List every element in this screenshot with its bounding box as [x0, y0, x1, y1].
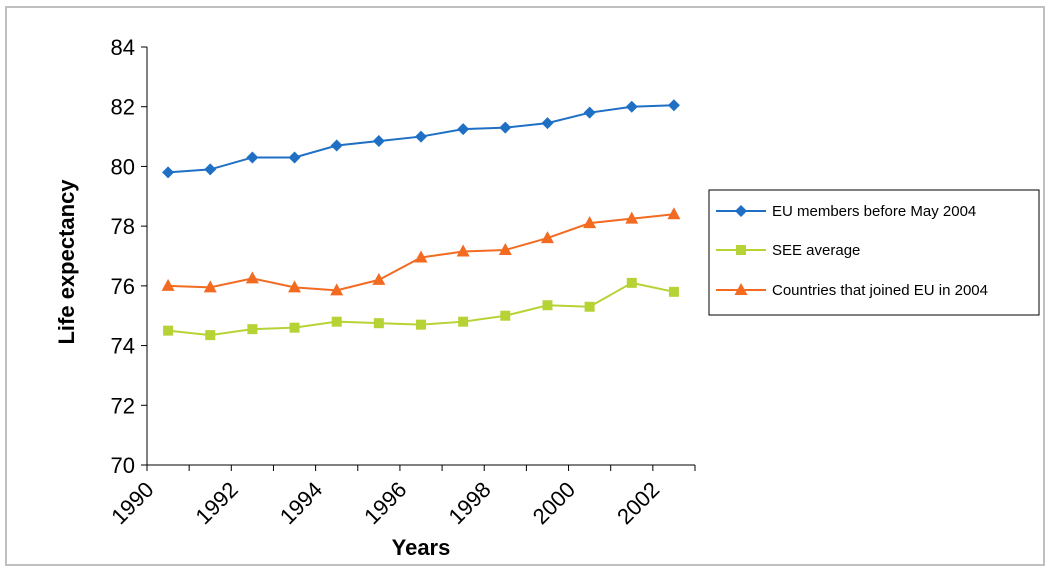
square-marker — [584, 301, 595, 312]
x-tick-label: 1998 — [443, 477, 495, 529]
y-tick-label: 82 — [111, 95, 135, 120]
triangle-marker — [667, 207, 681, 220]
triangle-marker — [245, 271, 259, 284]
series-2 — [163, 277, 679, 341]
triangle-marker — [330, 283, 344, 296]
diamond-marker — [330, 139, 343, 152]
diamond-marker — [204, 163, 217, 176]
square-marker — [163, 325, 174, 336]
square-marker — [736, 245, 746, 255]
triangle-marker — [372, 272, 386, 285]
legend-label: SEE average — [772, 242, 860, 259]
square-marker — [668, 286, 679, 297]
triangle-marker — [414, 250, 428, 263]
diamond-marker — [162, 166, 175, 179]
x-tick-label: 2002 — [612, 477, 664, 529]
triangle-marker — [583, 216, 597, 229]
square-marker — [626, 277, 637, 288]
x-tick-label: 1994 — [275, 477, 327, 529]
y-tick-label: 70 — [111, 453, 135, 478]
triangle-marker — [161, 278, 175, 291]
legend-label: EU members before May 2004 — [772, 203, 976, 220]
legend-item: Countries that joined EU in 2004 — [716, 282, 988, 299]
triangle-marker — [288, 280, 302, 293]
square-marker — [289, 322, 300, 333]
y-tick-label: 76 — [111, 274, 135, 299]
triangle-marker — [498, 243, 512, 256]
legend-label: Countries that joined EU in 2004 — [772, 282, 988, 299]
x-tick-label: 1990 — [106, 477, 158, 529]
legend: EU members before May 2004 SEE average Cou… — [708, 189, 1040, 316]
series-3 — [161, 207, 681, 296]
triangle-marker — [625, 211, 639, 224]
y-tick-label: 84 — [111, 35, 135, 60]
x-tick-label: 2000 — [528, 477, 580, 529]
x-tick-label: 1996 — [359, 477, 411, 529]
axes: 70 72 74 76 78 80 82 84 1990 1992 1994 1996 1998 2000… — [106, 35, 696, 529]
y-tick-label: 78 — [111, 214, 135, 239]
diamond-marker — [415, 130, 427, 143]
y-tick-label: 72 — [111, 393, 135, 418]
square-marker — [500, 310, 511, 321]
y-tick-label: 80 — [111, 154, 135, 179]
legend-item: SEE average — [716, 242, 860, 259]
square-marker — [373, 318, 384, 329]
diamond-marker — [735, 205, 747, 217]
square-marker — [542, 300, 553, 311]
triangle-marker — [203, 280, 217, 293]
x-axis-title: Years — [392, 535, 451, 560]
diamond-marker — [541, 117, 554, 130]
y-tick-label: 74 — [111, 334, 135, 359]
diamond-marker — [625, 100, 638, 113]
square-marker — [205, 330, 216, 341]
diamond-marker — [288, 151, 301, 164]
square-marker — [247, 324, 258, 335]
series-1 — [162, 99, 680, 179]
square-marker — [458, 316, 469, 327]
diamond-marker — [499, 121, 512, 134]
diamond-marker — [372, 135, 385, 148]
diamond-marker — [457, 123, 470, 136]
diamond-marker — [667, 99, 680, 112]
x-tick-label: 1992 — [191, 477, 243, 529]
series-group — [161, 99, 681, 341]
square-marker — [331, 316, 342, 327]
diamond-marker — [246, 151, 259, 164]
triangle-marker — [540, 231, 554, 244]
legend-item: EU members before May 2004 — [716, 203, 976, 220]
triangle-marker — [734, 283, 748, 295]
y-axis-title: Life expectancy — [54, 179, 79, 345]
square-marker — [416, 319, 426, 330]
triangle-marker — [456, 244, 470, 257]
diamond-marker — [583, 106, 596, 119]
